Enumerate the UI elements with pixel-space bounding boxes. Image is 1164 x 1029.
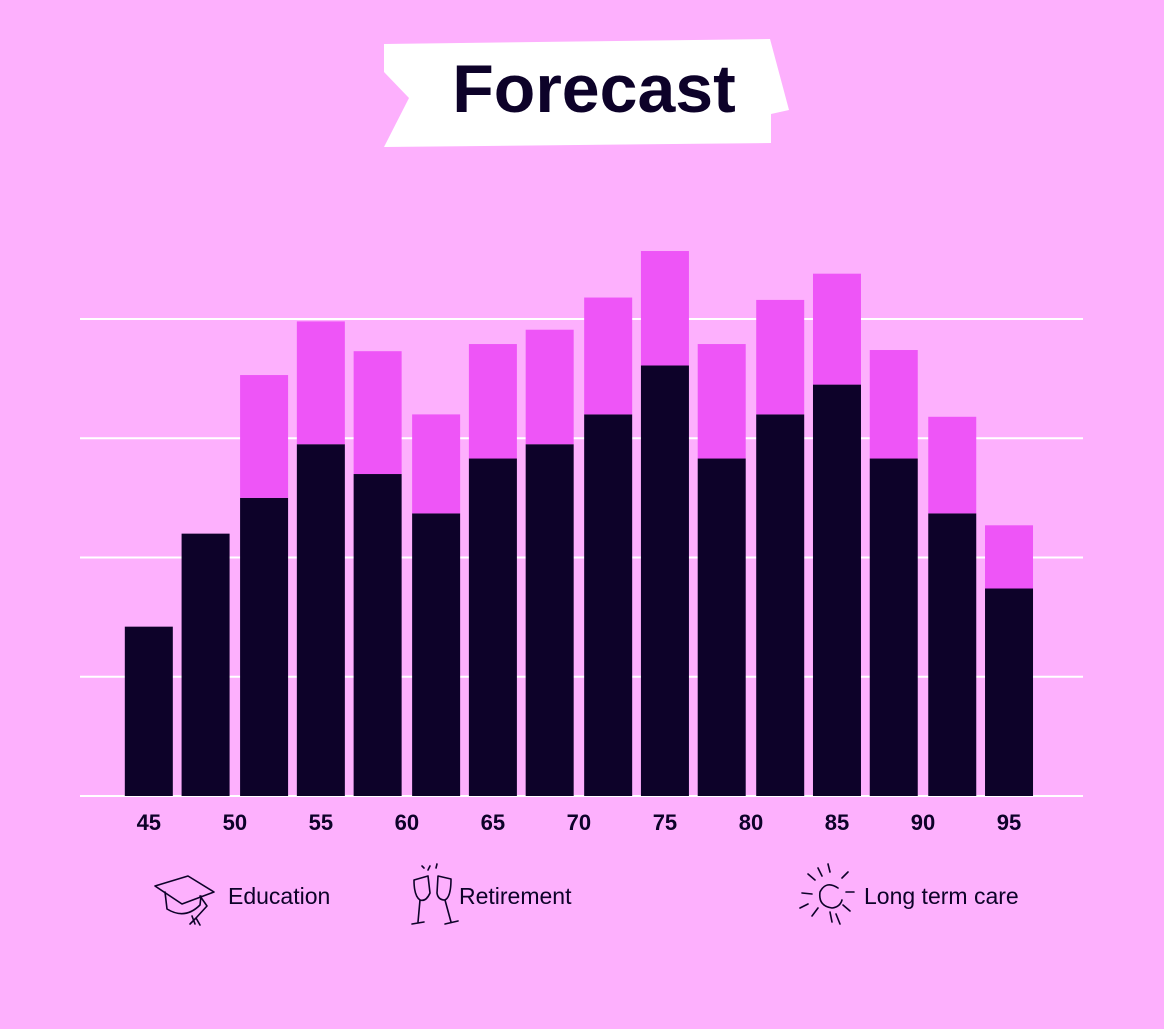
bar-segment [584,297,633,415]
x-tick-label: 65 [481,810,505,835]
bar-segment [985,525,1034,589]
bar-segment [756,299,805,415]
bar-segment [525,444,574,796]
legend-label: Retirement [459,883,572,909]
long-term-care-icon [799,863,855,925]
x-tick-label: 95 [997,810,1021,835]
x-tick-label: 60 [395,810,419,835]
title-banner [384,39,789,147]
legend-label: Education [228,883,330,909]
bar-segment [412,414,461,514]
legend-label: Long term care [864,883,1019,909]
bar-segment [869,458,918,796]
bar-segment [124,626,173,796]
bar-segment [985,588,1034,796]
bar-segment [756,414,805,796]
plot: 45 50 55 60 65 70 75 80 85 90 95 [80,251,1083,835]
x-tick-label: 70 [567,810,591,835]
bar-segment [353,474,402,796]
bar-segment [640,365,689,796]
x-tick-label: 80 [739,810,763,835]
bar-segment [640,251,689,366]
retirement-icon [411,863,459,925]
x-tick-label: 85 [825,810,849,835]
bar-segment [412,513,461,796]
bar-segment [928,416,977,514]
bar-segment [869,350,918,459]
chart-title: Forecast [452,51,735,127]
education-icon [154,875,215,926]
bar-segment [697,344,746,459]
bar-segment [468,344,517,459]
x-tick-label: 75 [653,810,677,835]
bar-segment [240,375,289,498]
bar-segment [697,458,746,796]
x-tick-label: 55 [309,810,333,835]
bar-segment [353,351,402,475]
bar-segment [240,497,289,796]
x-tick-label: 90 [911,810,935,835]
bar-segment [812,384,861,796]
x-tick-label: 45 [137,810,161,835]
x-tick-label: 50 [223,810,247,835]
bar-segment [812,273,861,385]
bar-segment [928,513,977,796]
bar-segment [525,329,574,445]
bar-segment [296,321,345,445]
bar-segment [296,444,345,796]
bar-segment [181,533,230,796]
bar-segment [584,414,633,796]
bar-segment [468,458,517,796]
